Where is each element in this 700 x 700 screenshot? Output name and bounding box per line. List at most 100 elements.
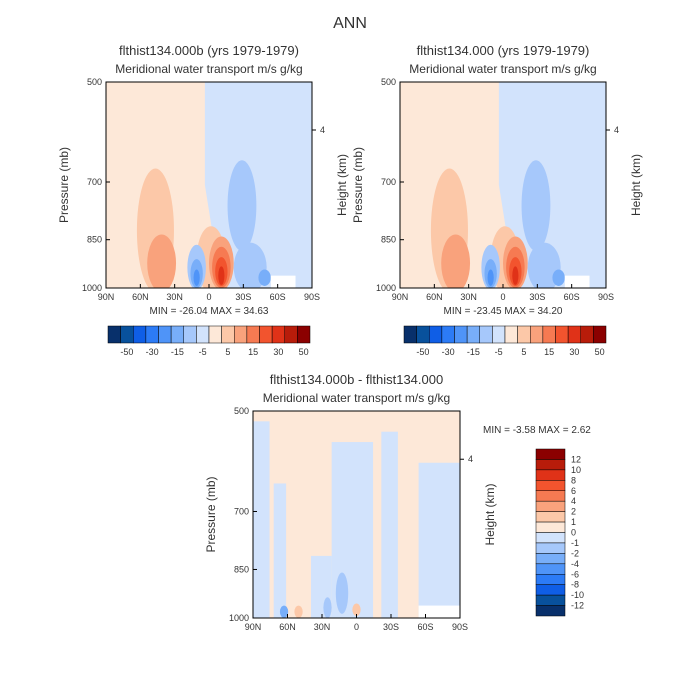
test-fill-pos-n-midlat bbox=[441, 234, 471, 288]
control-colorbar-box bbox=[246, 325, 260, 344]
control-colorbar-label: -50 bbox=[120, 347, 133, 357]
control-colorbar-box bbox=[271, 325, 285, 344]
diff-colorbar-label: 8 bbox=[571, 475, 576, 485]
diff-y-tick-label: 700 bbox=[234, 506, 249, 516]
diff-x-tick-label: 60N bbox=[279, 622, 296, 632]
diff-y2-axis-label: Height (km) bbox=[483, 483, 497, 545]
diff-fill-pos-cell-50n bbox=[294, 605, 303, 618]
diff-fill-pos-cell-equator bbox=[352, 603, 361, 616]
diff-colorbar-box bbox=[535, 584, 566, 596]
control-colorbar-box bbox=[183, 325, 197, 344]
test-colorbar-box bbox=[441, 325, 455, 344]
test-colorbar-label: 5 bbox=[521, 347, 526, 357]
diff-colorbar-label: 1 bbox=[571, 517, 576, 527]
test-colorbar-box bbox=[530, 325, 544, 344]
diff-colorbar-label: 4 bbox=[571, 496, 576, 506]
test-colorbar-box bbox=[479, 325, 493, 344]
diff-colorbar-label: -8 bbox=[571, 580, 579, 590]
diff-colorbar-box bbox=[535, 542, 566, 554]
control-colorbar-box bbox=[284, 325, 298, 344]
diff-colorbar-box bbox=[535, 448, 566, 460]
test-colorbar-box bbox=[580, 325, 594, 344]
test-fill-neg-s-midlat bbox=[552, 269, 565, 286]
control-colorbar-label: -15 bbox=[171, 347, 184, 357]
diff-colorbar-label: 12 bbox=[571, 454, 581, 464]
control-colorbar-box bbox=[133, 325, 147, 344]
figure-title: ANN bbox=[333, 15, 367, 32]
control-min-max-stats: MIN = -26.04 MAX = 34.63 bbox=[150, 306, 269, 317]
diff-x-tick-label: 90N bbox=[245, 622, 262, 632]
test-y-tick-label: 500 bbox=[381, 77, 396, 87]
test-y2-axis-label: Height (km) bbox=[629, 154, 643, 216]
test-min-max-stats: MIN = -23.45 MAX = 34.20 bbox=[444, 306, 563, 317]
control-x-tick-label: 30N bbox=[166, 292, 183, 302]
diff-min-max-stats: MIN = -3.58 MAX = 2.62 bbox=[483, 425, 591, 436]
diff-colorbar-box bbox=[535, 511, 566, 523]
test-colorbar-label: -50 bbox=[416, 347, 429, 357]
control-fill-pos-n-midlat bbox=[147, 234, 177, 288]
diff-colorbar-box bbox=[535, 553, 566, 565]
control-y2-axis-label: Height (km) bbox=[335, 154, 349, 216]
test-x-tick-label: 60S bbox=[564, 292, 580, 302]
diff-colorbar-label: -2 bbox=[571, 548, 579, 558]
diff-colorbar-label: -4 bbox=[571, 559, 579, 569]
diff-plot-area bbox=[253, 411, 460, 618]
test-colorbar-box bbox=[504, 325, 518, 344]
control-colorbar-label: 15 bbox=[248, 347, 258, 357]
diff-colorbar-box bbox=[535, 594, 566, 606]
diff-colorbar-label: -6 bbox=[571, 569, 579, 579]
panel-test-run: 90N 60N 30N 0 30S 60S 90S 500 700 850 1000 4 Pressur… bbox=[351, 43, 643, 357]
control-colorbar-label: 30 bbox=[273, 347, 283, 357]
diff-y-tick-label: 500 bbox=[234, 406, 249, 416]
diff-panel-subtitle: Meridional water transport m/s g/kg bbox=[263, 391, 450, 405]
test-colorbar-box bbox=[567, 325, 581, 344]
diff-x-tick-label: 90S bbox=[452, 622, 468, 632]
diff-x-tick-label: 30N bbox=[314, 622, 331, 632]
diff-colorbar-label: 2 bbox=[571, 507, 576, 517]
control-colorbar-box bbox=[259, 325, 273, 344]
test-y-tick-label: 700 bbox=[381, 177, 396, 187]
diff-x-tick-label: 60S bbox=[417, 622, 433, 632]
diff-colorbar-box bbox=[535, 563, 566, 575]
control-no-data-region bbox=[270, 275, 296, 288]
test-fill-pos-equator-max bbox=[512, 266, 519, 285]
control-colorbar-box bbox=[145, 325, 159, 344]
test-colorbar-box bbox=[555, 325, 569, 344]
control-fill-neg-s-midlat bbox=[258, 269, 271, 286]
diff-y-tick-label: 1000 bbox=[229, 613, 249, 623]
diff-colorbar-label: -1 bbox=[571, 538, 579, 548]
test-x-tick-label: 60N bbox=[426, 292, 443, 302]
diff-y-tick-label: 850 bbox=[234, 564, 249, 574]
control-fill-neg-weak-upper bbox=[227, 160, 257, 251]
control-y2-tick-label: 4 bbox=[320, 125, 325, 135]
test-fill-neg-weak-lower bbox=[527, 242, 561, 288]
test-y-tick-label: 1000 bbox=[376, 283, 396, 293]
control-colorbar-label: -5 bbox=[199, 347, 207, 357]
test-colorbar-box bbox=[416, 325, 430, 344]
panel-control-run: 90N 60N 30N 0 30S 60S 90S 500 700 850 1000 4 Pressur… bbox=[57, 43, 349, 357]
diff-fill-neg-cell-equator bbox=[335, 572, 349, 614]
test-colorbar-label: 30 bbox=[569, 347, 579, 357]
test-x-tick-label: 30N bbox=[460, 292, 477, 302]
diff-y-axis-label: Pressure (mb) bbox=[204, 476, 218, 552]
diff-colorbar-box bbox=[535, 480, 566, 491]
diff-x-tick-label: 30S bbox=[383, 622, 399, 632]
control-fill-neg-weak-lower bbox=[233, 242, 267, 288]
diff-y2-tick-label: 4 bbox=[468, 454, 473, 464]
control-colorbar-box bbox=[120, 325, 134, 344]
diff-colorbar-label: 6 bbox=[571, 486, 576, 496]
test-colorbar-box bbox=[429, 325, 443, 344]
test-fill-neg-weak-upper bbox=[521, 160, 551, 251]
control-fill-pos-equator-max bbox=[218, 266, 225, 285]
control-y-axis-label: Pressure (mb) bbox=[57, 147, 71, 223]
diff-no-data-region bbox=[418, 605, 460, 618]
test-colorbar-label: -15 bbox=[467, 347, 480, 357]
diff-colorbar-box bbox=[535, 532, 566, 544]
diff-colorbar-box bbox=[535, 500, 566, 512]
test-colorbar-box bbox=[466, 325, 480, 344]
diff-colorbar-box bbox=[535, 469, 566, 481]
control-colorbar-box bbox=[158, 325, 172, 344]
control-x-tick-label: 60N bbox=[132, 292, 149, 302]
test-colorbar-box bbox=[593, 325, 607, 344]
